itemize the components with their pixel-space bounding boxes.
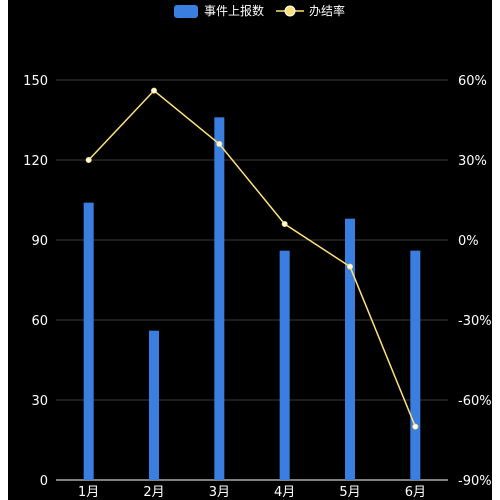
y-right-tick-label: -30% <box>458 314 492 329</box>
rate-point-4 <box>281 221 288 227</box>
y-right-tick-label: -60% <box>458 394 492 409</box>
rate-line <box>88 89 417 427</box>
x-tick-label: 2月 <box>143 485 164 500</box>
legend-line-label: 办结率 <box>309 3 345 18</box>
y-left-tick-label: 30 <box>31 394 48 409</box>
bar-3 <box>214 117 225 480</box>
x-tick-label: 1月 <box>78 485 99 500</box>
y-right-tick-label: -90% <box>458 474 492 489</box>
y-left-tick-label: 0 <box>40 474 48 489</box>
x-tick-label: 6月 <box>405 485 426 500</box>
rate-point-3 <box>216 141 223 147</box>
legend-bar-swatch <box>174 5 198 18</box>
y-right-tick-label: 60% <box>458 74 487 89</box>
legend-bar-label: 事件上报数 <box>204 3 264 18</box>
y-left-tick-label: 150 <box>23 74 48 89</box>
x-tick-label: 4月 <box>274 485 295 500</box>
legend-line-marker <box>284 5 296 17</box>
rate-point-1 <box>85 157 92 163</box>
y-right-tick-label: 30% <box>458 154 487 169</box>
x-tick-label: 5月 <box>339 485 360 500</box>
rate-point-2 <box>151 87 157 94</box>
rate-point-5 <box>347 263 353 270</box>
bar-6 <box>410 250 421 480</box>
bar-2 <box>149 330 159 480</box>
x-tick-label: 3月 <box>209 485 230 500</box>
y-left-tick-label: 90 <box>31 234 48 249</box>
y-left-tick-label: 60 <box>31 314 48 329</box>
bar-5 <box>345 218 355 480</box>
chart-panel: 0 30 60 90 120 150 -90% -60% -30% 0% 30% 60% 1月 2月 3月 4… <box>8 0 492 500</box>
bar-4 <box>279 250 290 480</box>
rate-point-6 <box>412 423 419 430</box>
y-left-tick-label: 120 <box>23 154 48 169</box>
combo-chart: 0 30 60 90 120 150 -90% -60% -30% 0% 30% 60% 1月 2月 3月 4… <box>23 3 492 500</box>
bar-1 <box>83 202 94 480</box>
y-right-tick-label: 0% <box>458 234 479 249</box>
